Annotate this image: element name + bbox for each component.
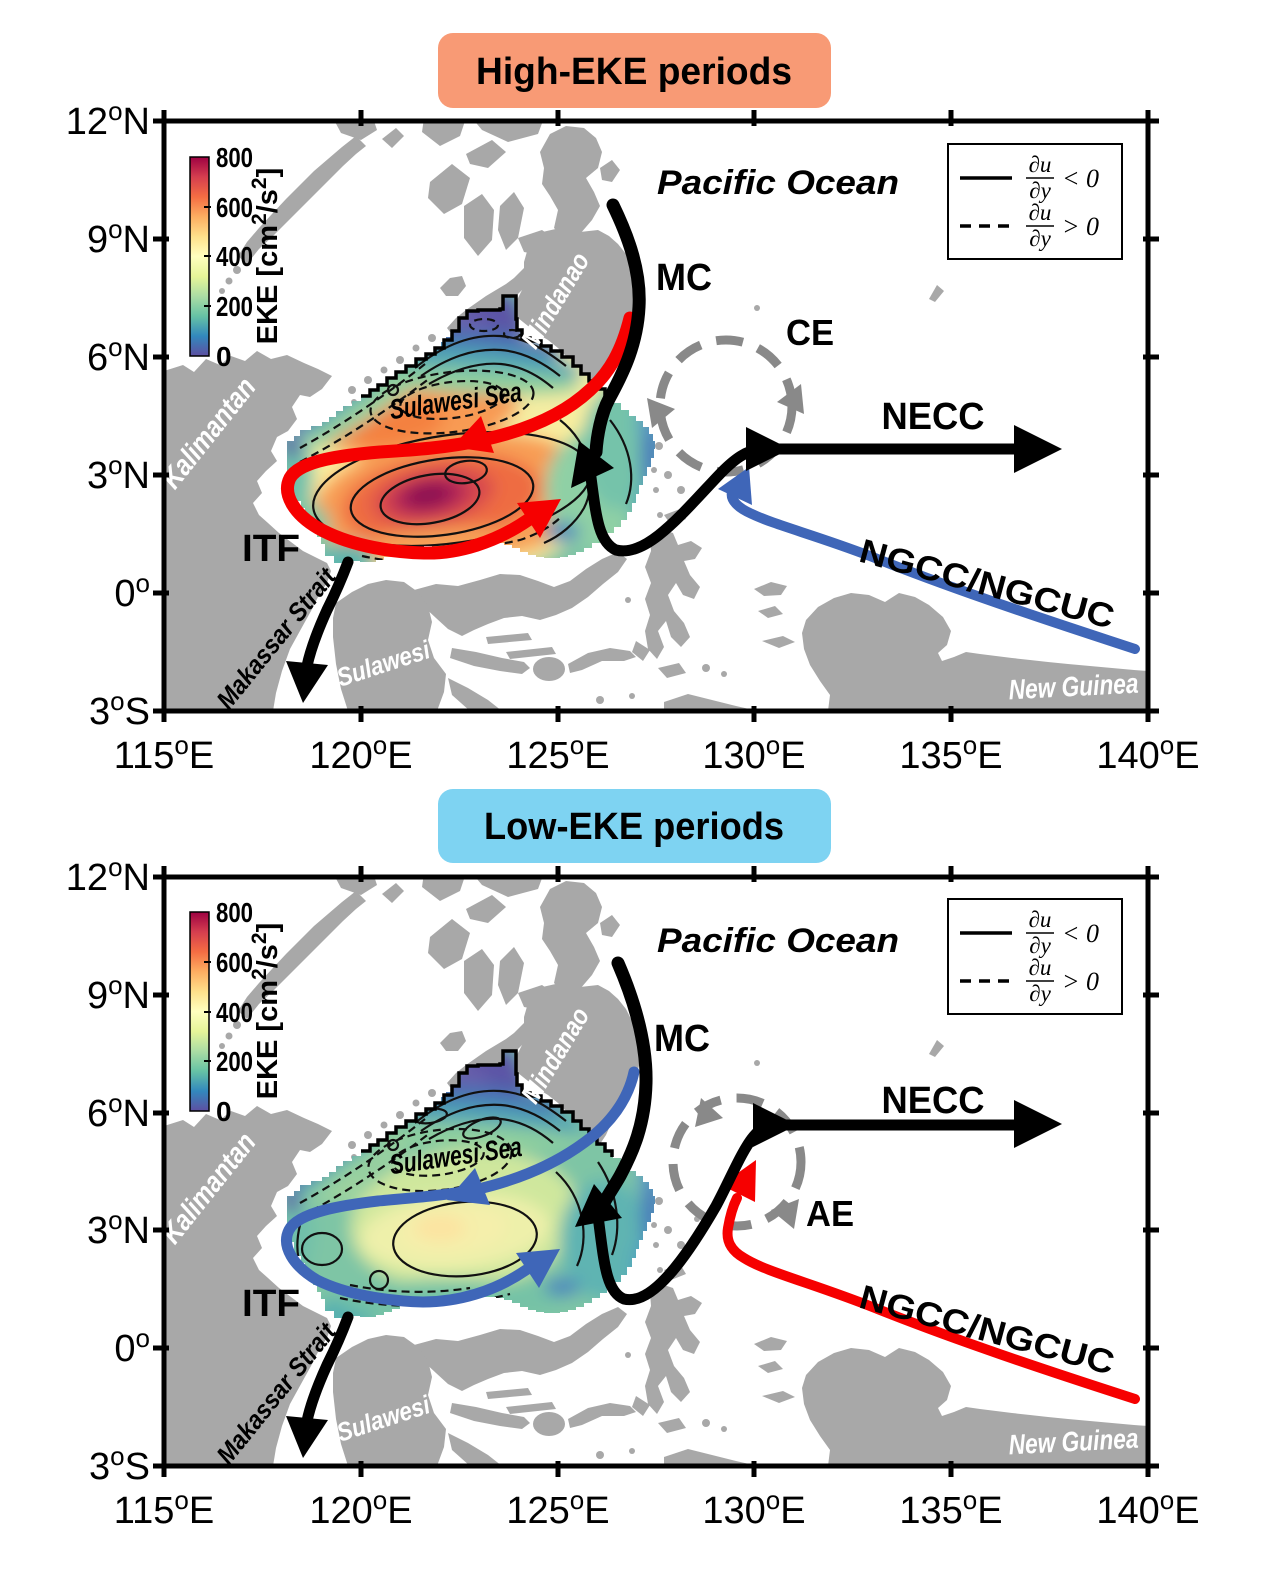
svg-text:< 0: < 0 bbox=[1062, 164, 1099, 193]
svg-text:∂u: ∂u bbox=[1029, 955, 1052, 980]
svg-text:∂u: ∂u bbox=[1029, 907, 1052, 932]
svg-text:200: 200 bbox=[216, 1046, 253, 1077]
svg-text:New Guinea: New Guinea bbox=[1008, 668, 1139, 706]
svg-text:AE: AE bbox=[806, 1193, 854, 1234]
svg-text:120oE: 120oE bbox=[309, 730, 412, 777]
svg-text:> 0: > 0 bbox=[1062, 212, 1099, 241]
svg-text:Pacific Ocean: Pacific Ocean bbox=[657, 164, 899, 202]
svg-text:800: 800 bbox=[216, 142, 253, 173]
svg-text:NECC: NECC bbox=[882, 396, 985, 438]
svg-text:3oS: 3oS bbox=[89, 1441, 150, 1488]
svg-text:ITF: ITF bbox=[242, 1283, 300, 1325]
svg-text:200: 200 bbox=[216, 291, 253, 322]
svg-text:0: 0 bbox=[216, 341, 232, 372]
svg-text:EKE [cm2/s2]: EKE [cm2/s2] bbox=[248, 923, 284, 1100]
svg-text:125oE: 125oE bbox=[506, 730, 609, 777]
svg-text:400: 400 bbox=[216, 241, 253, 272]
svg-text:135oE: 135oE bbox=[899, 1485, 1002, 1532]
svg-text:9oN: 9oN bbox=[87, 970, 150, 1017]
svg-text:< 0: < 0 bbox=[1062, 919, 1099, 948]
svg-text:130oE: 130oE bbox=[702, 1485, 805, 1532]
svg-text:400: 400 bbox=[216, 997, 253, 1028]
svg-text:∂y: ∂y bbox=[1029, 178, 1051, 203]
svg-text:∂y: ∂y bbox=[1029, 933, 1051, 958]
svg-text:Low-EKE periods: Low-EKE periods bbox=[484, 806, 784, 848]
svg-text:6oN: 6oN bbox=[87, 1088, 150, 1135]
svg-text:ITF: ITF bbox=[242, 528, 300, 570]
svg-text:12oN: 12oN bbox=[66, 852, 150, 899]
svg-text:125oE: 125oE bbox=[506, 1485, 609, 1532]
svg-text:140oE: 140oE bbox=[1096, 1485, 1199, 1532]
svg-text:600: 600 bbox=[216, 192, 253, 223]
svg-text:Pacific Ocean: Pacific Ocean bbox=[657, 922, 899, 960]
svg-text:NECC: NECC bbox=[882, 1080, 985, 1122]
svg-text:0o: 0o bbox=[114, 568, 150, 615]
svg-text:115oE: 115oE bbox=[114, 730, 214, 777]
svg-text:12oN: 12oN bbox=[66, 96, 150, 143]
svg-text:∂y: ∂y bbox=[1029, 226, 1051, 251]
svg-text:800: 800 bbox=[216, 897, 253, 928]
svg-text:115oE: 115oE bbox=[114, 1485, 214, 1532]
svg-text:600: 600 bbox=[216, 947, 253, 978]
svg-text:∂u: ∂u bbox=[1029, 152, 1052, 177]
svg-text:130oE: 130oE bbox=[702, 730, 805, 777]
svg-text:CE: CE bbox=[786, 312, 834, 353]
svg-text:∂y: ∂y bbox=[1029, 981, 1051, 1006]
svg-text:140oE: 140oE bbox=[1096, 730, 1199, 777]
svg-text:MC: MC bbox=[654, 1018, 710, 1060]
svg-text:0: 0 bbox=[216, 1096, 232, 1127]
svg-text:120oE: 120oE bbox=[309, 1485, 412, 1532]
svg-text:> 0: > 0 bbox=[1062, 967, 1099, 996]
svg-text:∂u: ∂u bbox=[1029, 200, 1052, 225]
svg-text:High-EKE periods: High-EKE periods bbox=[476, 51, 792, 93]
svg-text:EKE [cm2/s2]: EKE [cm2/s2] bbox=[248, 168, 284, 345]
svg-text:MC: MC bbox=[656, 257, 712, 299]
svg-text:135oE: 135oE bbox=[899, 730, 1002, 777]
svg-text:3oN: 3oN bbox=[87, 450, 150, 497]
svg-text:New Guinea: New Guinea bbox=[1008, 1423, 1139, 1461]
svg-text:9oN: 9oN bbox=[87, 214, 150, 261]
